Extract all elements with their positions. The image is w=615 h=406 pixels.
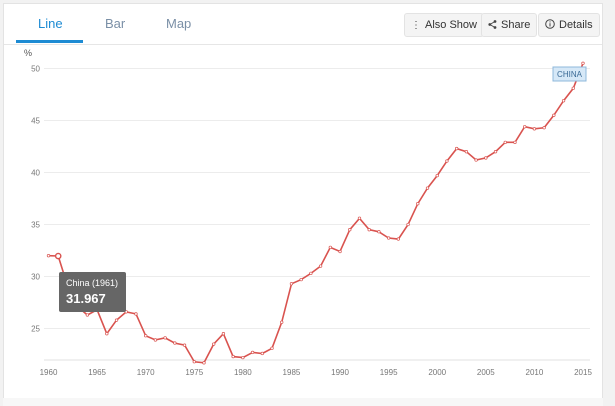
series-line-china[interactable] [48, 63, 584, 364]
data-point[interactable] [250, 350, 255, 355]
details-button[interactable]: Details [538, 13, 600, 37]
data-point[interactable] [114, 318, 119, 322]
data-point[interactable] [464, 150, 469, 154]
x-tick-label: 1965 [88, 368, 106, 377]
data-point[interactable] [571, 86, 575, 90]
data-point[interactable] [173, 341, 177, 345]
data-point[interactable] [299, 277, 303, 282]
data-point[interactable] [338, 249, 342, 254]
data-point[interactable] [289, 282, 294, 286]
details-label: Details [559, 19, 593, 31]
tooltip-title: China (1961) [66, 278, 119, 288]
tooltip: China (1961) 31.967 [59, 272, 126, 312]
data-point[interactable] [416, 202, 420, 206]
data-point[interactable] [202, 361, 206, 365]
data-point[interactable] [182, 343, 187, 347]
data-point[interactable] [357, 216, 362, 220]
data-point[interactable] [46, 254, 51, 258]
data-point[interactable] [474, 158, 478, 162]
data-point[interactable] [153, 338, 158, 342]
share-icon [488, 15, 497, 37]
share-button[interactable]: Share [481, 13, 538, 37]
data-point[interactable] [552, 113, 556, 117]
y-tick-label: 30 [31, 273, 40, 282]
data-point[interactable] [192, 360, 196, 364]
y-tick-label: 40 [31, 169, 40, 178]
x-tick-label: 1970 [137, 368, 155, 377]
data-point[interactable] [260, 351, 264, 356]
data-point[interactable] [105, 332, 109, 336]
also-show-label: Also Show [425, 19, 477, 31]
data-point[interactable] [532, 127, 537, 131]
x-tick-label: 2015 [574, 368, 592, 377]
x-tick-label: 1980 [234, 368, 252, 377]
x-tick-label: 2010 [526, 368, 544, 377]
info-icon [545, 15, 555, 37]
data-point[interactable] [581, 61, 585, 65]
x-tick-label: 2000 [428, 368, 446, 377]
data-point[interactable] [221, 332, 226, 336]
data-point[interactable] [348, 228, 352, 232]
y-tick-label: 35 [31, 221, 40, 230]
share-label: Share [501, 19, 531, 31]
x-tick-label: 1985 [283, 368, 301, 377]
data-point[interactable] [386, 236, 391, 240]
data-point[interactable] [231, 354, 235, 359]
data-point[interactable] [523, 125, 527, 129]
data-point[interactable] [425, 186, 430, 190]
data-point[interactable] [212, 342, 216, 346]
x-tick-label: 1995 [380, 368, 398, 377]
data-point[interactable] [144, 334, 148, 338]
data-point[interactable] [406, 222, 410, 227]
data-point[interactable] [280, 320, 284, 324]
data-point[interactable] [503, 140, 507, 144]
y-tick-label: 25 [31, 325, 40, 334]
data-point[interactable] [318, 264, 323, 268]
y-tick-label: 50 [31, 65, 40, 74]
tab-bar[interactable]: Bar [105, 16, 126, 31]
bottom-strip [3, 398, 603, 406]
series-end-label: CHINA [552, 66, 587, 82]
series-end-label-text: CHINA [557, 70, 583, 79]
y-tick-label: 45 [31, 117, 40, 126]
active-tab-indicator [16, 40, 83, 43]
tooltip-value: 31.967 [66, 291, 106, 306]
data-point[interactable] [561, 99, 566, 103]
x-tick-label: 1990 [331, 368, 349, 377]
data-point[interactable] [396, 237, 401, 241]
data-point[interactable] [542, 126, 546, 130]
x-tick-label: 1960 [40, 368, 58, 377]
chart-tabs: Line Bar Map ⋮ Also Show Share Details [4, 4, 602, 45]
more-vertical-icon: ⋮ [411, 20, 421, 31]
chart-panel: Line Bar Map ⋮ Also Show Share Details [3, 3, 603, 403]
highlighted-data-point[interactable] [54, 252, 62, 260]
tab-line[interactable]: Line [38, 16, 63, 31]
data-point[interactable] [270, 346, 274, 350]
data-point[interactable] [493, 150, 498, 154]
data-point[interactable] [328, 245, 332, 250]
data-point[interactable] [455, 146, 459, 151]
data-point[interactable] [85, 313, 90, 317]
data-point[interactable] [367, 228, 371, 232]
data-point[interactable] [163, 336, 167, 340]
data-point[interactable] [134, 312, 138, 316]
data-point[interactable] [435, 173, 439, 178]
data-point[interactable] [445, 159, 449, 163]
y-axis-unit: % [24, 48, 33, 58]
data-point[interactable] [484, 156, 488, 160]
data-point[interactable] [309, 271, 313, 276]
tab-map[interactable]: Map [166, 16, 192, 31]
data-point[interactable] [241, 355, 245, 360]
x-tick-label: 2005 [477, 368, 495, 377]
data-point[interactable] [513, 140, 517, 144]
x-tick-label: 1975 [185, 368, 203, 377]
data-point[interactable] [377, 230, 381, 234]
